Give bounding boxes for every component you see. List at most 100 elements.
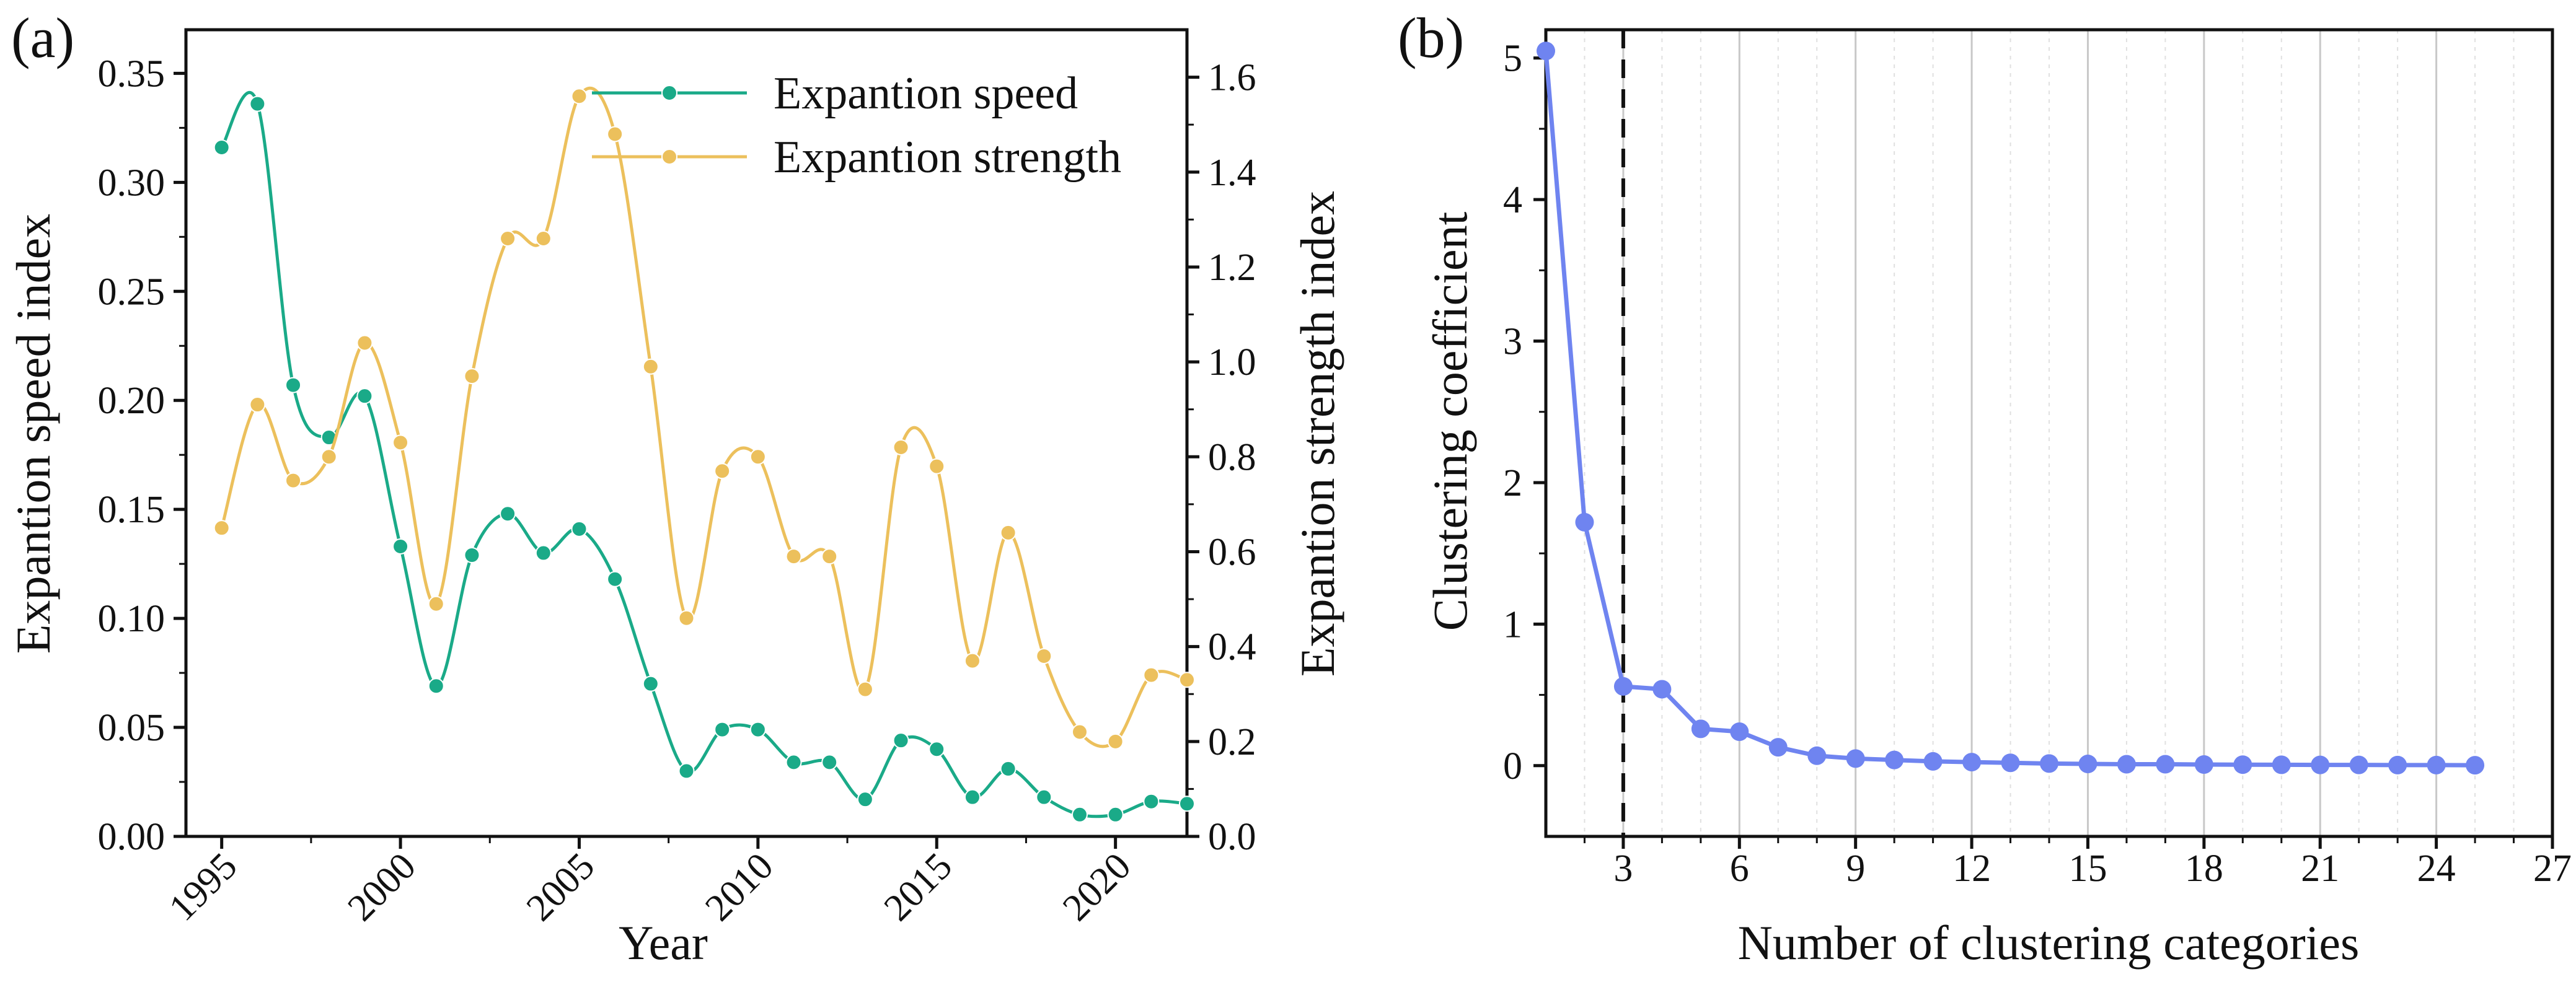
panel-a-series-point-1: [749, 449, 766, 465]
panel-a-x-tick-label: 2015: [876, 845, 960, 929]
panel-b-x-tick-label: 18: [2185, 848, 2223, 890]
panel-b-series-point: [1652, 680, 1672, 699]
panel-a-series-point-1: [500, 230, 516, 247]
panel-a-right-y-tick-label: 0.6: [1208, 531, 1256, 573]
panel-a-x-tick-label: 2010: [697, 845, 782, 929]
panel-a-x-tick-label: 2020: [1055, 845, 1139, 929]
panel-b-series-point: [2194, 755, 2213, 774]
panel-a-series-point-1: [213, 520, 230, 537]
panel-b-y-tick-label: 2: [1503, 462, 1522, 504]
panel-b-x-tick-label: 3: [1613, 848, 1633, 890]
panel-b-grid: [1584, 30, 2515, 836]
panel-b-series-point: [1923, 752, 1943, 771]
panel-a-left-y-tick-label: 0.00: [98, 816, 165, 858]
panel-a-series-point-0: [285, 377, 302, 393]
panel-b-series-line: [1543, 51, 2476, 768]
panel-b-label: (b): [1398, 6, 1464, 69]
panel-a-series-point-0: [714, 721, 731, 738]
panel-b-series-point: [1730, 722, 1749, 741]
panel-b-series-point: [2349, 755, 2368, 774]
panel-a-series-point-0: [249, 95, 266, 112]
panel-a-series-point-1: [392, 434, 409, 451]
panel-b-y-tick-label: 0: [1503, 745, 1522, 787]
panel-a-series-point-0: [857, 791, 873, 808]
panel-a-series-point-1: [964, 652, 981, 669]
panel-a-legend-label-1: Expantion strength: [774, 132, 1121, 183]
panel-a-series-point-1: [893, 439, 909, 455]
panel-a-series-point-1: [1036, 647, 1052, 664]
panel-b-x-tick-label: 6: [1730, 848, 1749, 890]
panel-b-y-axis-title: Clustering coefficient: [1423, 211, 1477, 631]
panel-a-series-point-1: [535, 230, 552, 247]
panel-a-series-point-1: [678, 610, 695, 626]
panel-a-legend-marker-0: [661, 85, 677, 101]
panel-b-series-point: [2466, 756, 2485, 775]
panel-b-series: [1537, 30, 2485, 836]
panel-b-x-tick-label: 27: [2533, 848, 2572, 890]
panel-a-series-point-0: [428, 678, 444, 695]
panel-b-series-point: [2078, 755, 2097, 774]
panel-a-series-point-0: [1071, 806, 1088, 823]
panel-a-series-point-0: [607, 571, 624, 587]
panel-a-left-y-tick-label: 0.25: [98, 271, 165, 313]
panel-b-x-axis-title: Number of clustering categories: [1738, 916, 2360, 970]
panel-b-series-point: [2388, 755, 2407, 774]
panel-a-x-axis-title: Year: [619, 916, 708, 970]
panel-a-label: (a): [11, 6, 74, 69]
panel-a-right-y-tick-label: 0.0: [1208, 816, 1256, 858]
panel-b-series-point: [2117, 755, 2136, 774]
panel-a-series-point-1: [285, 472, 302, 489]
panel-a-series-point-1: [249, 397, 266, 413]
panel-a-right-y-tick-label: 1.4: [1208, 152, 1256, 194]
panel-a-series-point-1: [320, 449, 337, 465]
panel-a-series-point-1: [1143, 667, 1160, 683]
panel-b-x-tick-label: 24: [2417, 848, 2456, 890]
panel-a-series-point-1: [464, 368, 480, 385]
panel-a-series-point-0: [571, 520, 588, 537]
panel-a-series-point-0: [929, 741, 945, 758]
panel-b-series-point: [1691, 719, 1710, 739]
panel-b-series-point: [2427, 755, 2446, 774]
panel-a-series-point-0: [1036, 789, 1052, 805]
panel-a-axes: 0.00 0.05 0.10 0.15 0.20 0.25 0.30 0.35 0.0 0.2 0.…: [98, 28, 1256, 929]
panel-b-x-tick-label: 21: [2301, 848, 2339, 890]
panel-a-right-y-tick-label: 1.2: [1208, 247, 1256, 289]
panel-a-series-point-1: [1107, 733, 1124, 750]
panel-b-series-point: [1613, 677, 1633, 696]
panel-a-series-point-1: [1179, 672, 1195, 688]
panel-b-y-tick-label: 3: [1503, 321, 1522, 363]
panel-a-right-y-axis-title: Expantion strength index: [1290, 191, 1344, 677]
panel-a-left-y-tick-label: 0.15: [98, 489, 165, 531]
panel-a-series-point-1: [642, 358, 659, 375]
panel-a-series-point-0: [356, 388, 373, 405]
panel-a-series-point-0: [893, 732, 909, 749]
panel-b-series-point: [1768, 738, 1788, 757]
panel-a-series-point-0: [678, 763, 695, 779]
panel-b-series-point: [2311, 755, 2330, 774]
panel-a-series-point-1: [821, 548, 838, 565]
panel-a-series-line-1: [220, 86, 1188, 748]
panel-a-series-point-0: [964, 789, 981, 805]
panel-a-series-point-1: [785, 548, 802, 565]
panel-a-left-y-tick-label: 0.05: [98, 707, 165, 749]
panel-a-x-tick-label: 2005: [519, 845, 603, 929]
panel-a-series-point-1: [1071, 724, 1088, 740]
panel-b-series-point: [1537, 42, 1555, 61]
panel-a-series-point-0: [1143, 793, 1160, 810]
panel-b-series-point: [1575, 512, 1594, 532]
panel-a-left-y-tick-label: 0.35: [98, 53, 165, 95]
panel-b-y-tick-label: 4: [1503, 179, 1522, 221]
panel-a-series-point-0: [1000, 760, 1017, 777]
panel-a-series-point-1: [607, 126, 624, 142]
panel-a-series-point-1: [714, 463, 731, 480]
panel-b-series-point: [2233, 755, 2252, 774]
panel-b-x-tick-label: 9: [1846, 848, 1865, 890]
panel-a-series: [213, 86, 1195, 823]
panel-a-legend-label-0: Expantion speed: [774, 68, 1078, 119]
panel-b-y-tick-label: 5: [1503, 38, 1522, 80]
panel-a-x-tick-label: 1995: [161, 845, 245, 929]
panel-b-series-point: [2001, 753, 2020, 773]
panel-b-series-point: [2272, 755, 2291, 774]
